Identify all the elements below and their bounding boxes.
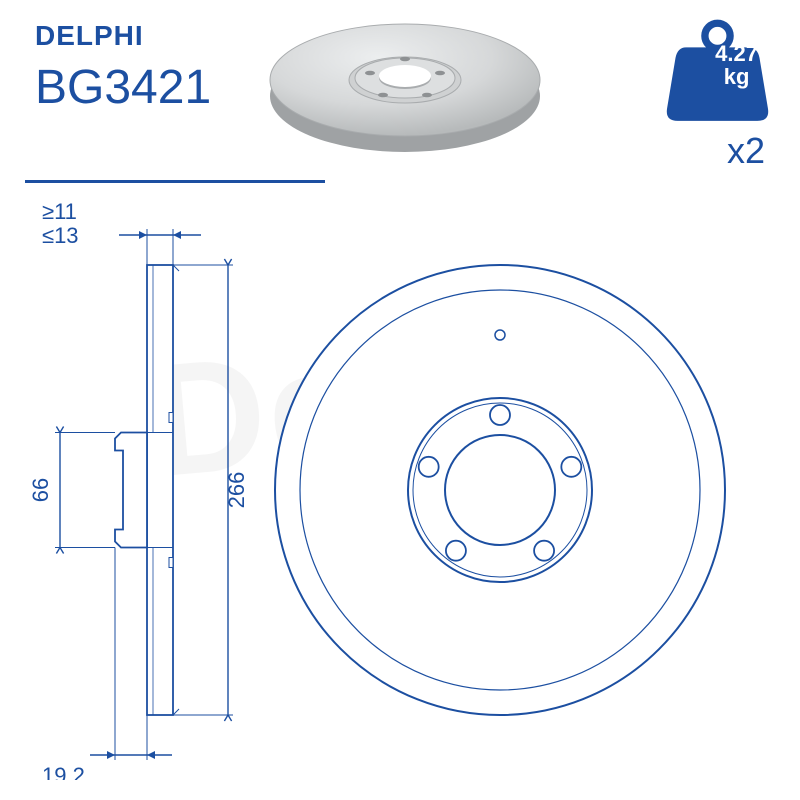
svg-text:66: 66 xyxy=(28,478,53,502)
disc-isometric xyxy=(260,18,550,163)
weight-icon xyxy=(665,18,770,123)
disc-front-view xyxy=(275,265,725,715)
brand-label: DELPHI xyxy=(35,20,144,52)
svg-text:266: 266 xyxy=(224,472,249,509)
part-number: BG3421 xyxy=(35,60,211,115)
technical-diagram: ≥11≤13 66 266 19.2 xyxy=(0,190,800,780)
divider xyxy=(25,180,325,183)
quantity-label: x2 xyxy=(727,130,765,172)
svg-text:≤13: ≤13 xyxy=(42,223,79,248)
header: DELPHI BG3421 4.27kg x2 xyxy=(0,0,800,180)
svg-text:≥11: ≥11 xyxy=(42,199,77,224)
svg-text:19.2: 19.2 xyxy=(42,763,85,780)
disc-side-view xyxy=(115,265,179,715)
